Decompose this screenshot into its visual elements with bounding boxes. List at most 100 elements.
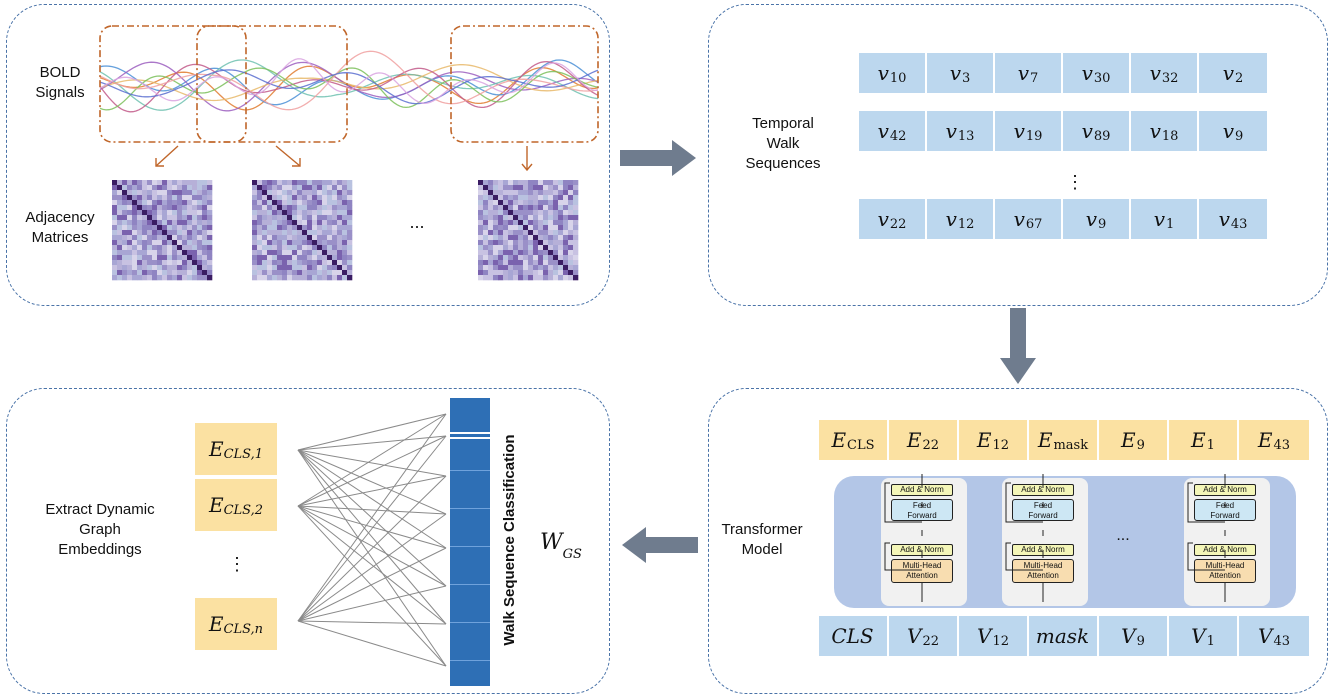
matrix-cell — [332, 205, 338, 211]
matrix-cell — [142, 205, 148, 211]
matrix-cell — [202, 265, 208, 271]
matrix-cell — [142, 255, 148, 261]
matrix-cell — [187, 180, 193, 186]
matrix-cell — [543, 205, 549, 211]
bar-separator — [450, 432, 490, 434]
matrix-cell — [267, 195, 273, 201]
matrix-cell — [518, 225, 524, 231]
matrix-cell — [513, 210, 519, 216]
matrix-cell — [192, 195, 198, 201]
matrix-cell — [322, 205, 328, 211]
temporal-label-line2: Walk — [766, 135, 800, 152]
matrix-cell — [347, 210, 353, 216]
matrix-cell — [503, 190, 509, 196]
matrix-cell — [117, 180, 123, 186]
matrix-cell — [157, 185, 163, 191]
matrix-cell — [192, 270, 198, 276]
matrix-cell — [508, 255, 514, 261]
matrix-cell — [553, 245, 559, 251]
matrix-cell — [157, 200, 163, 206]
matrix-cell — [277, 185, 283, 191]
matrix-cell — [332, 250, 338, 256]
matrix-cell — [147, 240, 153, 246]
matrix-cell — [142, 235, 148, 241]
matrix-cell — [147, 185, 153, 191]
matrix-cell — [252, 200, 258, 206]
matrix-cell — [322, 260, 328, 266]
matrix-cell — [112, 195, 118, 201]
matrices-ellipsis: ... — [409, 212, 425, 232]
matrix-cell — [523, 190, 529, 196]
matrix-cell — [177, 260, 183, 266]
matrix-cell — [568, 270, 574, 276]
matrix-cell — [292, 225, 298, 231]
matrix-cell — [287, 200, 293, 206]
matrix-cell — [167, 190, 173, 196]
matrix-cell — [307, 205, 313, 211]
bar-separator — [450, 546, 490, 547]
matrix-cell — [127, 235, 133, 241]
matrix-cell — [292, 265, 298, 271]
matrix-cell — [553, 200, 559, 206]
matrix-cell — [503, 215, 509, 221]
matrix-cell — [558, 235, 564, 241]
matrix-cell — [332, 225, 338, 231]
matrix-cell — [478, 265, 484, 271]
matrix-cell — [558, 275, 564, 281]
matrix-cell — [267, 180, 273, 186]
matrix-cell — [478, 235, 484, 241]
window-2 — [196, 25, 348, 143]
matrix-cell — [543, 240, 549, 246]
matrix-cell — [327, 210, 333, 216]
matrix-cell — [282, 225, 288, 231]
matrix-cell — [202, 275, 208, 281]
matrix-cell — [528, 270, 534, 276]
matrix-cell — [347, 205, 353, 211]
matrix-cell — [553, 260, 559, 266]
matrix-cell — [508, 185, 514, 191]
matrix-cell — [182, 240, 188, 246]
matrix-cell — [152, 225, 158, 231]
matrix-cell — [347, 215, 353, 221]
matrix-cell — [287, 220, 293, 226]
matrix-cell — [568, 275, 574, 281]
matrix-cell — [498, 275, 504, 281]
matrix-cell — [287, 255, 293, 261]
matrix-cell — [573, 225, 579, 231]
matrix-cell — [147, 220, 153, 226]
matrix-cell — [307, 225, 313, 231]
matrix-cell — [317, 215, 323, 221]
matrix-cell — [513, 265, 519, 271]
matrix-cell — [182, 235, 188, 241]
bold-wave — [99, 60, 599, 113]
window-arrow-2-head — [292, 158, 301, 167]
matrix-cell — [493, 220, 499, 226]
matrix-cell — [142, 270, 148, 276]
matrix-cell — [508, 190, 514, 196]
matrix-cell — [152, 220, 158, 226]
bar-separator — [450, 470, 490, 471]
matrix-cell — [197, 210, 203, 216]
matrix-cell — [503, 240, 509, 246]
matrix-cell — [528, 250, 534, 256]
matrix-cell — [147, 260, 153, 266]
matrix-cell — [272, 270, 278, 276]
temporal-label-line3: Sequences — [745, 155, 821, 172]
input-cell: V 22 — [889, 616, 959, 656]
matrix-cell — [297, 240, 303, 246]
matrix-cell — [347, 235, 353, 241]
matrix-cell — [518, 180, 524, 186]
matrix-cell — [192, 215, 198, 221]
matrix-cell — [152, 255, 158, 261]
matrix-cell — [277, 230, 283, 236]
matrix-cell — [117, 275, 123, 281]
matrix-cell — [503, 235, 509, 241]
matrix-cell — [157, 180, 163, 186]
matrix-cell — [272, 225, 278, 231]
matrix-cell — [488, 195, 494, 201]
matrix-cell — [152, 240, 158, 246]
matrix-cell — [488, 180, 494, 186]
transformer-label: Transformer Model — [714, 520, 810, 560]
matrix-cell — [287, 190, 293, 196]
matrix-cell — [573, 205, 579, 211]
